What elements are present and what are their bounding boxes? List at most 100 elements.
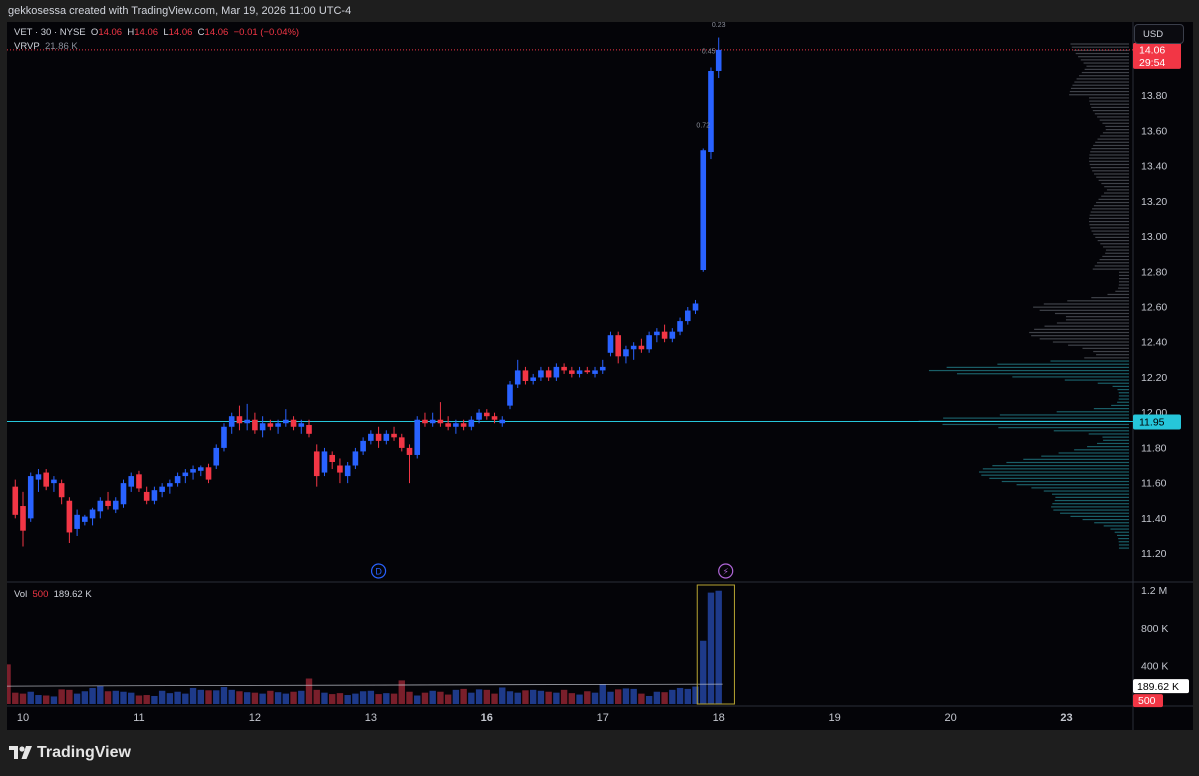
candle-body [692, 303, 699, 311]
candle-body [283, 419, 289, 424]
volume-profile-row [1115, 290, 1129, 292]
candle-body [368, 433, 374, 441]
symbol-label[interactable]: VET · 30 · NYSE [14, 27, 86, 38]
volume-profile-row [1051, 506, 1129, 508]
volume-profile-row [1081, 71, 1129, 74]
volume-bar [97, 686, 104, 704]
volume-bar [383, 693, 390, 704]
candle-body [383, 433, 390, 441]
volume-profile-row [1016, 484, 1129, 486]
candle-body [414, 419, 421, 455]
volume-badge-text: 189.62 K [1137, 681, 1179, 693]
candle-body [337, 465, 343, 473]
header-bar: gekkosessa created with TradingView.com,… [0, 0, 1199, 22]
volume-profile-row [1068, 344, 1129, 346]
candle-body [375, 433, 382, 441]
candle-body [484, 412, 490, 417]
volume-bar [429, 690, 436, 704]
volume-profile-row [1082, 347, 1129, 349]
volume-profile-row [1102, 436, 1129, 438]
volume-profile-row [1078, 56, 1129, 58]
volume-profile-row [1091, 297, 1129, 299]
volume-profile-row [1114, 531, 1129, 533]
volume-bar [251, 692, 259, 704]
volume-bar [344, 695, 351, 704]
volume-bar [475, 689, 483, 704]
volume-profile-row [1095, 236, 1129, 239]
candle-body [538, 370, 544, 378]
volume-profile-row [1043, 303, 1129, 305]
volume-bar [313, 689, 320, 704]
close-value: 14.06 [204, 27, 229, 38]
volume-bar [89, 687, 96, 704]
currency-button[interactable]: USD [1134, 24, 1184, 44]
candle-body [599, 366, 606, 371]
volume-profile-row [981, 474, 1129, 476]
volume-bar [615, 689, 622, 704]
volume-bar [66, 689, 73, 704]
volume-profile-row [1092, 208, 1129, 210]
candle-body [197, 467, 204, 471]
volume-profile-row [1091, 230, 1129, 232]
candle-body [27, 476, 34, 519]
candle-body [275, 423, 281, 427]
low-label: L [163, 27, 169, 38]
volume-profile-row [1107, 293, 1129, 296]
volume-profile-row [1094, 173, 1129, 175]
volume-profile-row [1089, 220, 1129, 223]
candle-body [298, 423, 305, 427]
candle-body [638, 345, 645, 350]
candle-body [661, 331, 668, 339]
candle-body [236, 416, 243, 424]
volume-profile-row [1097, 382, 1129, 384]
volume-profile-row [1065, 316, 1129, 318]
candle-body [228, 416, 235, 427]
candle-body [313, 451, 320, 477]
time-tick-label: 19 [829, 712, 841, 724]
volume-bar [128, 692, 135, 704]
volume-bar [158, 690, 166, 704]
volume-profile-row [1094, 522, 1129, 524]
volume-profile-row [1094, 113, 1129, 115]
tradingview-logo[interactable]: TradingView [9, 744, 131, 762]
volume-bar [151, 695, 158, 704]
candle-body [700, 150, 707, 271]
volume-bar [483, 689, 490, 704]
volume-profile-row [1082, 518, 1129, 521]
volume-bar [329, 694, 336, 704]
volume-bar [112, 690, 119, 704]
volume-legend[interactable]: Vol 500 189.62 K [14, 589, 92, 600]
volume-bar [707, 592, 715, 704]
candle-body [507, 384, 513, 406]
volume-bar [236, 691, 243, 704]
volume-profile-row [1094, 265, 1129, 267]
volume-profile-row [1079, 75, 1129, 77]
candle-body [646, 335, 652, 350]
volume-bar [692, 686, 699, 704]
volume-profile-row [998, 427, 1129, 429]
time-tick-label: 16 [481, 712, 493, 724]
volume-bar [282, 693, 290, 704]
volume-bar [715, 590, 722, 704]
candle-body [553, 366, 560, 378]
volume-profile-row [1060, 512, 1129, 514]
chart-canvas[interactable]: 0.230.720.4511.2011.4011.6011.8012.0012.… [7, 22, 1193, 730]
volume-profile-row [1050, 360, 1129, 362]
volume-bar [274, 692, 282, 704]
volume-bar [305, 678, 313, 704]
chart-frame[interactable]: 0.23 0.72 0.45 11.20 11.40 11.60 11.80 12.00 12.… [7, 22, 1193, 730]
price-annotation: 0.23 [712, 22, 726, 29]
volume-bar [182, 693, 189, 704]
volume-profile-row [1055, 496, 1129, 498]
volume-profile-row [999, 414, 1129, 416]
volume-bar [630, 688, 637, 704]
volume-profile-row [1118, 544, 1129, 546]
volume-profile-row [1029, 331, 1129, 334]
volume-profile-row [1118, 284, 1129, 286]
volume-profile-row [928, 369, 1129, 372]
candle-body [360, 440, 366, 452]
vrvp-legend[interactable]: VRVP 21.86 K [14, 41, 78, 52]
candle-body [352, 451, 359, 466]
volume-profile-row [1118, 274, 1129, 277]
volume-bar [591, 692, 599, 704]
